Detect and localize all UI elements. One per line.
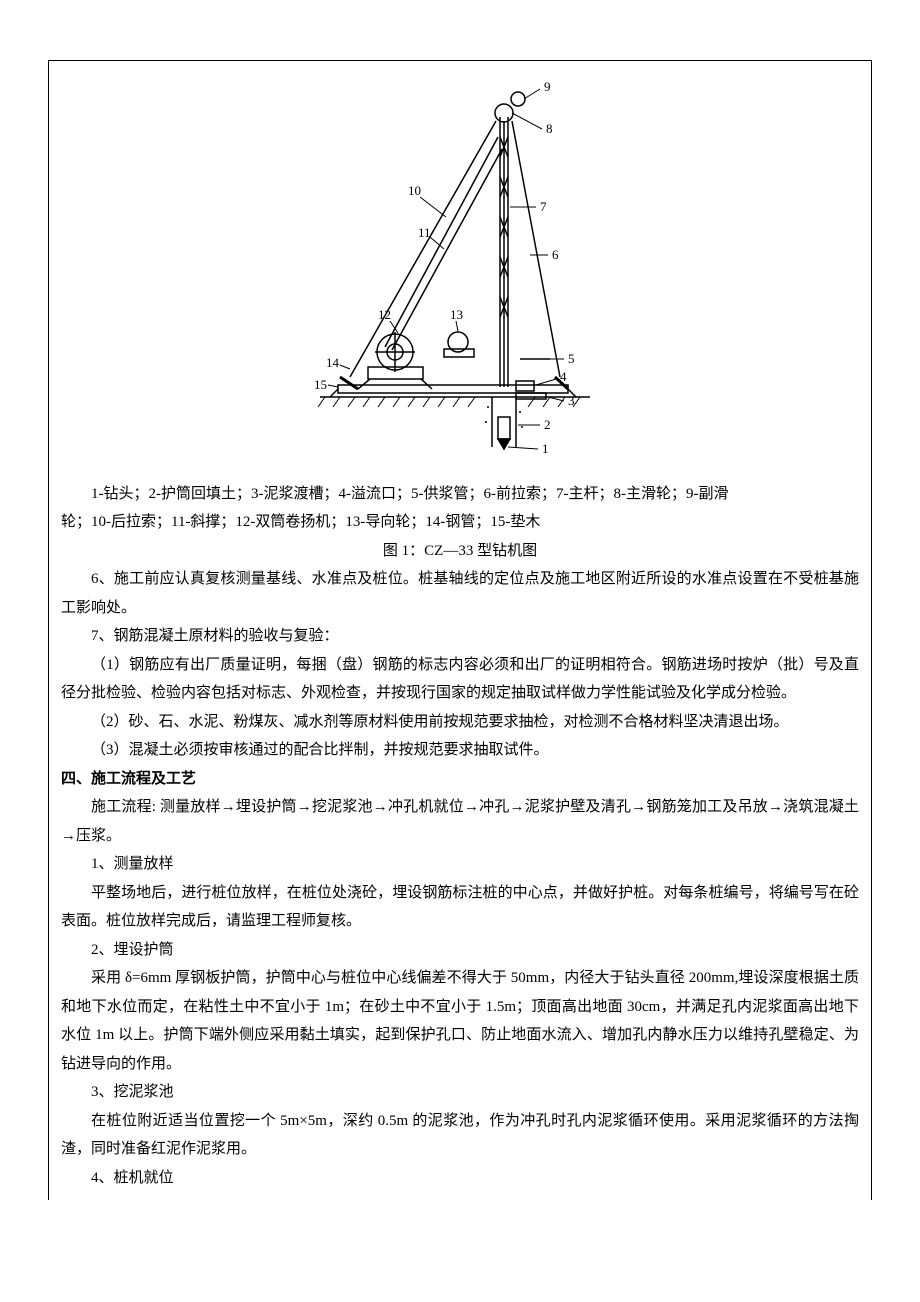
svg-text:2: 2 — [544, 417, 551, 432]
drill-rig-diagram: 9 8 10 7 11 6 12 13 5 14 4 15 3 2 1 — [280, 77, 640, 457]
svg-text:15: 15 — [314, 377, 327, 392]
diagram-legend-line2: 轮；10-后拉索；11-斜撑；12-双筒卷扬机；13-导向轮；14-钢管；15-… — [57, 508, 863, 537]
para-7-2: （2）砂、石、水泥、粉煤灰、减水剂等原材料使用前按规范要求抽检，对检测不合格材料… — [57, 708, 863, 737]
content: 9 8 10 7 11 6 12 13 5 14 4 15 3 2 1 — [49, 61, 871, 1200]
page-border: 9 8 10 7 11 6 12 13 5 14 4 15 3 2 1 — [48, 60, 872, 1200]
para-7-3: （3）混凝土必须按审核通过的配合比拌制，并按规范要求抽取试件。 — [57, 736, 863, 765]
svg-text:11: 11 — [418, 225, 431, 240]
s2-body: 采用 δ=6mm 厚钢板护筒，护筒中心与桩位中心线偏差不得大于 50mm，内径大… — [57, 964, 863, 1078]
svg-text:6: 6 — [552, 247, 559, 262]
svg-text:5: 5 — [568, 351, 575, 366]
svg-text:13: 13 — [450, 307, 463, 322]
svg-text:8: 8 — [546, 121, 553, 136]
para-7-1: （1）钢筋应有出厂质量证明，每捆（盘）钢筋的标志内容必须和出厂的证明相符合。钢筋… — [57, 651, 863, 708]
para-6: 6、施工前应认真复核测量基线、水准点及桩位。桩基轴线的定位点及施工地区附近所设的… — [57, 565, 863, 622]
s4-title: 4、桩机就位 — [57, 1164, 863, 1193]
para-7: 7、钢筋混凝土原材料的验收与复验： — [57, 622, 863, 651]
svg-text:4: 4 — [560, 369, 567, 384]
svg-text:12: 12 — [378, 307, 391, 322]
s1-title: 1、测量放样 — [57, 850, 863, 879]
svg-text:10: 10 — [408, 183, 421, 198]
figure-caption: 图 1：CZ—33 型钻机图 — [57, 537, 863, 566]
section-4-heading: 四、施工流程及工艺 — [57, 765, 863, 794]
svg-text:9: 9 — [544, 79, 551, 94]
svg-text:3: 3 — [568, 393, 575, 408]
svg-text:1: 1 — [542, 441, 549, 456]
s3-title: 3、挖泥浆池 — [57, 1078, 863, 1107]
s2-title: 2、埋设护筒 — [57, 936, 863, 965]
s1-body: 平整场地后，进行桩位放样，在桩位处浇砼，埋设钢筋标注桩的中心点，并做好护桩。对每… — [57, 879, 863, 936]
diagram-legend-line1: 1-钻头；2-护筒回填土；3-泥浆渡槽；4-溢流口；5-供浆管；6-前拉索；7-… — [57, 480, 863, 509]
section-4-flow: 施工流程: 测量放样→埋设护筒→挖泥浆池→冲孔机就位→冲孔→泥浆护壁及清孔→钢筋… — [57, 793, 863, 850]
svg-text:7: 7 — [540, 199, 547, 214]
svg-text:14: 14 — [326, 355, 340, 370]
diagram-wrapper: 9 8 10 7 11 6 12 13 5 14 4 15 3 2 1 — [57, 69, 863, 480]
s3-body: 在桩位附近适当位置挖一个 5m×5m，深约 0.5m 的泥浆池，作为冲孔时孔内泥… — [57, 1107, 863, 1164]
